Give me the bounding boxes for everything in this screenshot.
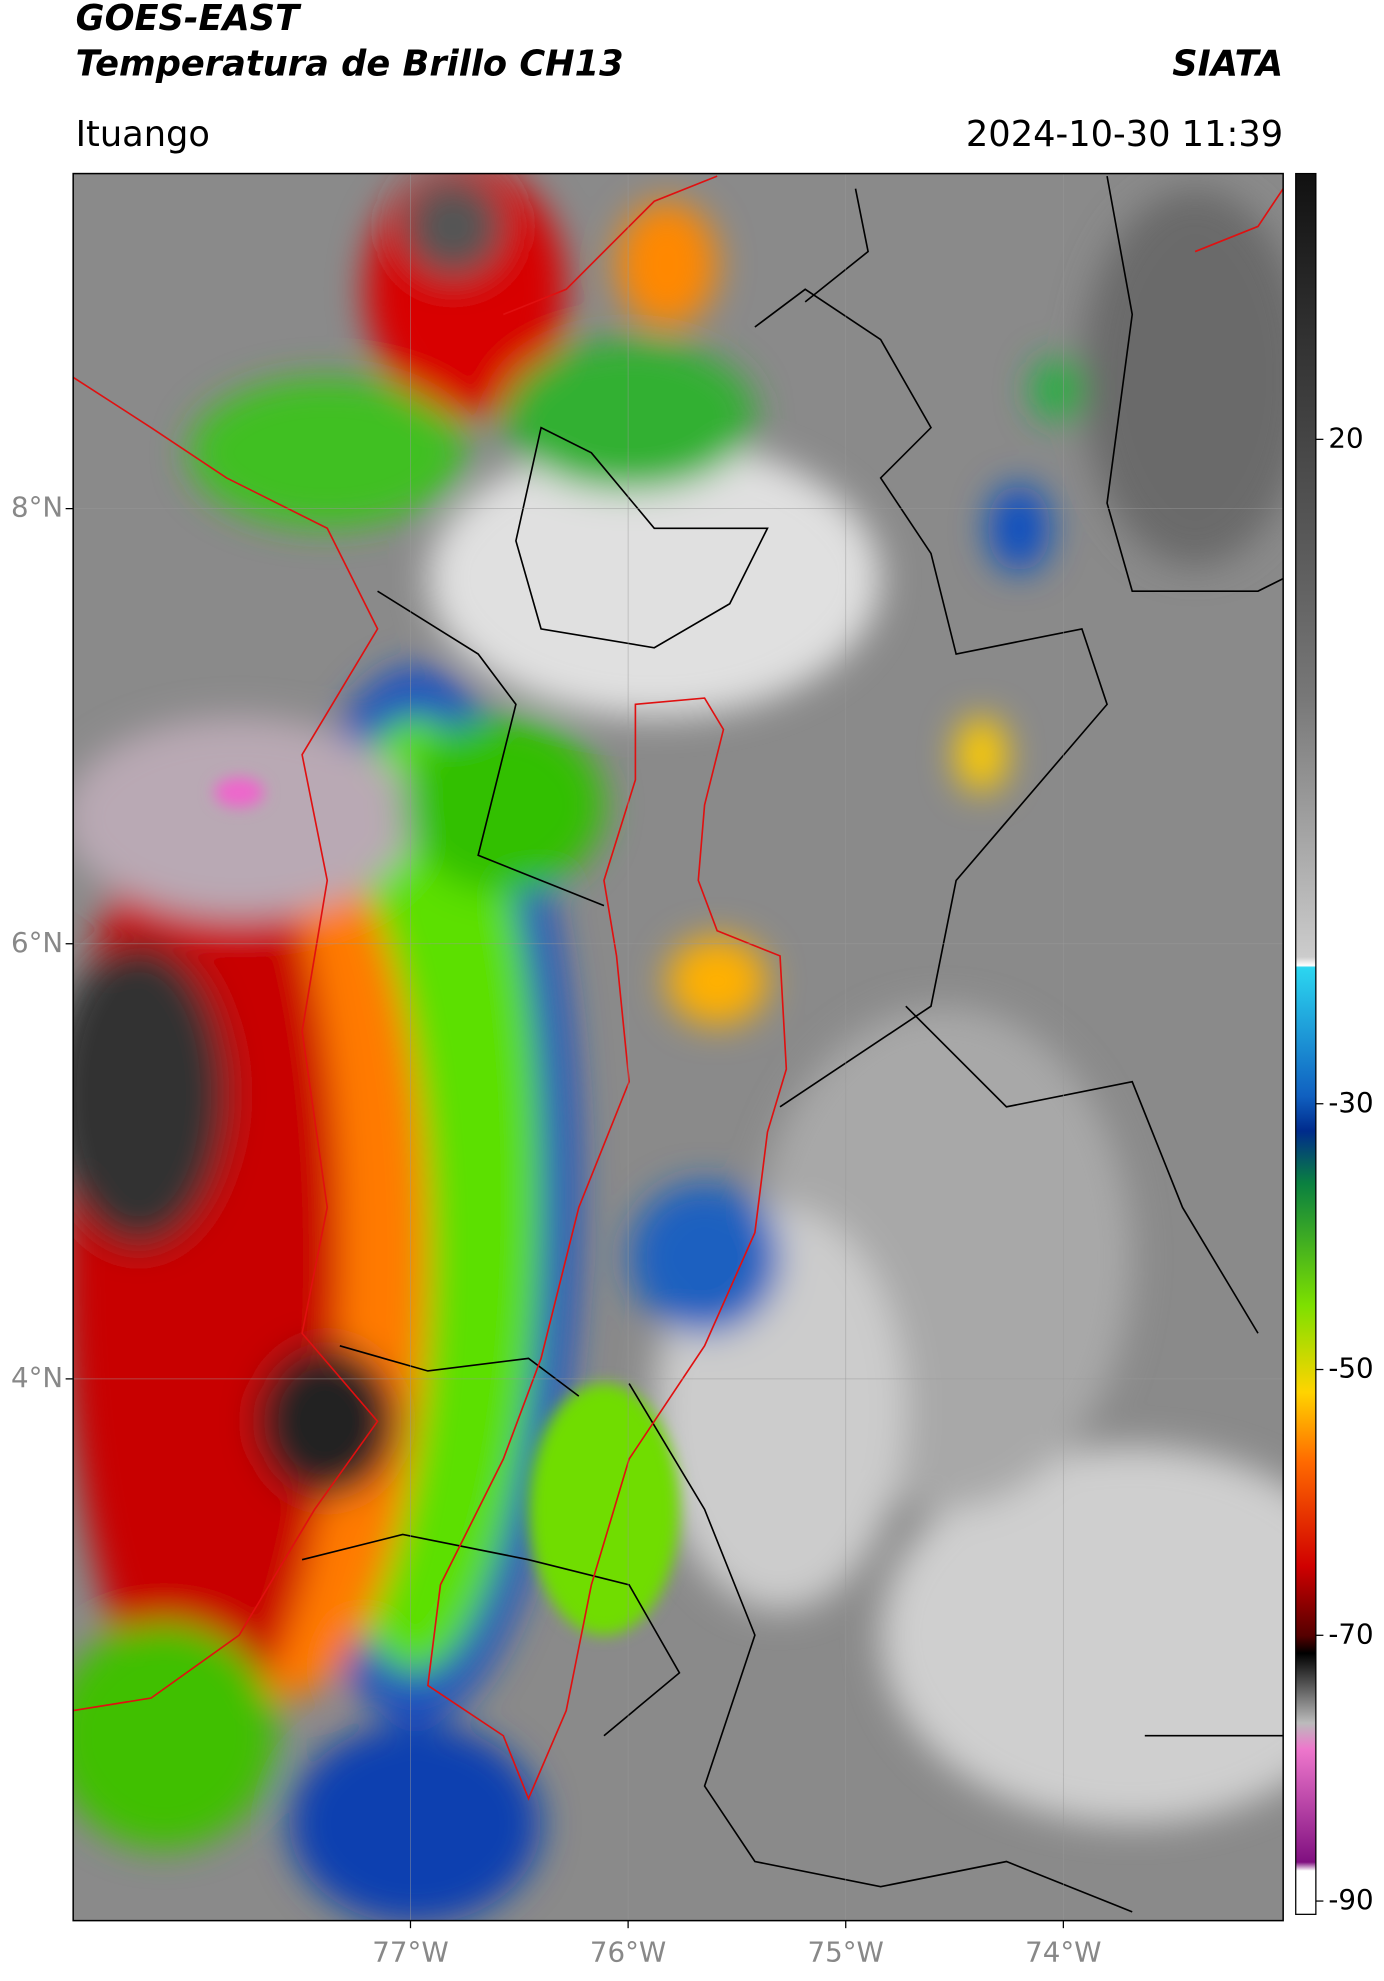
x-tick-label: 77°W — [372, 1935, 448, 1968]
colorbar-label: -30 — [1328, 1086, 1373, 1119]
x-tick-label: 76°W — [590, 1935, 666, 1968]
y-tick-label: 4°N — [11, 1361, 63, 1394]
location: Ituango — [76, 114, 210, 155]
title: GOES-EAST — [76, 0, 302, 39]
colorbar-label: -70 — [1328, 1617, 1373, 1650]
x-tick-label: 74°W — [1025, 1935, 1101, 1968]
satellite-image — [73, 173, 1284, 1921]
agency: SIATA — [1172, 43, 1283, 84]
y-tick-label: 8°N — [11, 491, 63, 524]
map-frame — [72, 172, 1284, 1922]
colorbar-label: -50 — [1328, 1352, 1373, 1385]
x-tick-label: 75°W — [808, 1935, 884, 1968]
colorbar — [1295, 172, 1317, 1915]
graticule — [73, 173, 1284, 1921]
colorbar-label: -90 — [1328, 1883, 1373, 1916]
timestamp: 2024-10-30 11:39 — [966, 114, 1283, 155]
y-tick-label: 6°N — [11, 926, 63, 959]
subtitle: Temperatura de Brillo CH13 — [76, 43, 624, 84]
colorbar-label: 20 — [1328, 421, 1363, 454]
